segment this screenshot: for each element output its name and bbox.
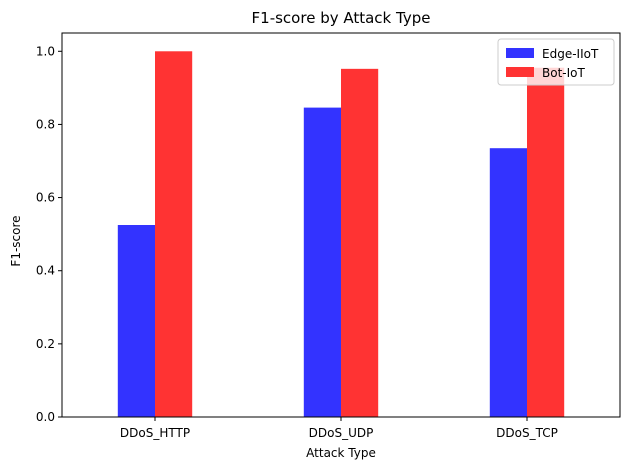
x-tick-label: DDoS_UDP [309, 426, 374, 440]
y-axis-label: F1-score [9, 215, 23, 266]
y-tick-label: 0.6 [36, 191, 55, 205]
legend: Edge-IIoT Bot-IoT [497, 38, 615, 86]
x-axis-label: Attack Type [306, 446, 376, 460]
y-axis: 0.0 0.2 0.4 0.6 0.8 1.0 [36, 44, 62, 424]
y-tick-label: 0.0 [36, 410, 55, 424]
x-axis: DDoS_HTTP DDoS_UDP DDoS_TCP [120, 417, 558, 440]
legend-label: Bot-IoT [542, 66, 585, 80]
legend-swatch [506, 67, 534, 77]
y-tick-label: 0.4 [36, 264, 55, 278]
bar-bot-iot-ddos_udp [341, 68, 379, 417]
legend-swatch [506, 48, 534, 58]
plot-area [61, 32, 621, 418]
y-tick-label: 0.2 [36, 337, 55, 351]
x-tick-label: DDoS_HTTP [120, 426, 190, 440]
bar-edge-iiot-ddos_udp [303, 107, 341, 417]
legend-label: Edge-IIoT [542, 47, 599, 61]
chart-title: F1-score by Attack Type [252, 9, 431, 27]
bar-edge-iiot-ddos_tcp [489, 148, 527, 417]
bar-edge-iiot-ddos_http [117, 225, 155, 417]
bar-bot-iot-ddos_http [155, 51, 193, 418]
y-tick-label: 0.8 [36, 117, 55, 131]
bar-bot-iot-ddos_tcp [527, 67, 565, 417]
x-tick-label: DDoS_TCP [496, 426, 558, 440]
y-tick-label: 1.0 [36, 44, 55, 58]
